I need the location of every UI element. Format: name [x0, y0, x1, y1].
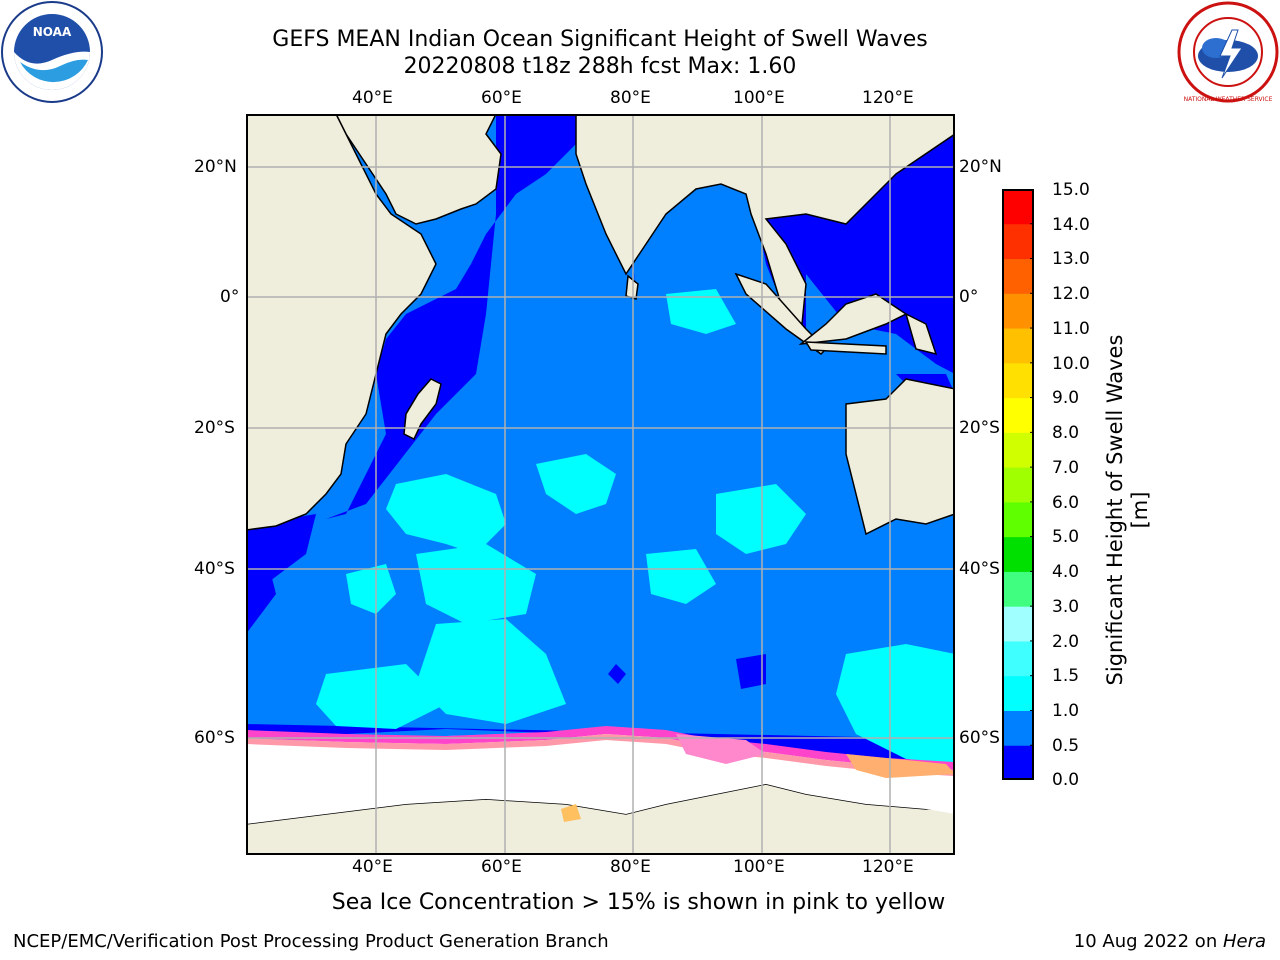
colorbar-band: [1002, 397, 1034, 433]
colorbar-tick: 8.0: [1052, 423, 1080, 443]
footer-machine: Hera: [1222, 931, 1266, 952]
map-panel: [246, 114, 955, 855]
lon-label-top: 60°E: [481, 88, 522, 108]
colorbar-band: [1002, 536, 1034, 572]
gridlines: [247, 115, 954, 854]
lon-label-bottom: 40°E: [352, 857, 393, 877]
colorbar-frame: [1002, 189, 1034, 780]
colorbar-tick: 1.5: [1052, 666, 1080, 686]
lon-label-top: 120°E: [862, 88, 914, 108]
colorbar-band: [1002, 501, 1034, 538]
colorbar-tick: 14.0: [1052, 215, 1090, 235]
colorbar-band: [1002, 710, 1034, 746]
chart-title: GEFS MEAN Indian Ocean Significant Heigh…: [272, 27, 928, 52]
nws-logo-text: NATIONAL WEATHER SERVICE: [1184, 96, 1273, 103]
footer-date-text: 10 Aug 2022 on: [1073, 931, 1223, 952]
footer-branch: NCEP/EMC/Verification Post Processing Pr…: [13, 931, 609, 952]
lat-label-right: 60°S: [959, 728, 1000, 748]
lon-label-top: 80°E: [610, 88, 651, 108]
colorbar-tick: 3.0: [1052, 597, 1080, 617]
colorbar-band: [1002, 189, 1034, 225]
sea-ice-note: Sea Ice Concentration > 15% is shown in …: [331, 890, 946, 915]
lat-label-left: 20°N: [194, 157, 237, 177]
colorbar-tick: 13.0: [1052, 249, 1090, 269]
lat-label-left: 40°S: [194, 559, 235, 579]
colorbar-band: [1002, 223, 1034, 260]
lat-label-left: 20°S: [194, 418, 235, 438]
colorbar-tick: 7.0: [1052, 458, 1080, 478]
colorbar-band: [1002, 258, 1034, 294]
colorbar-tick: 12.0: [1052, 284, 1090, 304]
colorbar-tick: 9.0: [1052, 388, 1080, 408]
colorbar-label: Significant Height of Swell Waves [m]: [1103, 334, 1152, 686]
colorbar-band: [1002, 432, 1034, 468]
lat-label-right: 0°: [959, 287, 979, 307]
higher-swell-regions: [316, 289, 954, 764]
colorbar-tick: 0.0: [1052, 770, 1080, 790]
noaa-logo-text: NOAA: [33, 25, 72, 39]
colorbar-tick: 2.0: [1052, 632, 1080, 652]
lon-label-top: 40°E: [352, 88, 393, 108]
colorbar-band: [1002, 745, 1034, 781]
colorbar-tick: 6.0: [1052, 493, 1080, 513]
lat-label-right: 40°S: [959, 559, 1000, 579]
colorbar-band: [1002, 606, 1034, 642]
colorbar-tick: 4.0: [1052, 562, 1080, 582]
map-frame: [246, 114, 955, 855]
noaa-logo: NOAA: [0, 0, 104, 104]
colorbar-tick: 5.0: [1052, 527, 1080, 547]
colorbar-tick: 0.5: [1052, 736, 1080, 756]
lat-label-left: 60°S: [194, 728, 235, 748]
colorbar-tick: 15.0: [1052, 180, 1090, 200]
colorbar-band: [1002, 362, 1034, 399]
colorbar-tick: 10.0: [1052, 354, 1090, 374]
chart-subtitle: 20220808 t18z 288h fcst Max: 1.60: [403, 54, 797, 79]
footer-date: 10 Aug 2022 on Hera: [1074, 931, 1266, 952]
lat-label-right: 20°S: [959, 418, 1000, 438]
colorbar-band: [1002, 467, 1034, 503]
lat-label-right: 20°N: [959, 157, 1002, 177]
lon-label-bottom: 100°E: [733, 857, 785, 877]
lon-label-bottom: 60°E: [481, 857, 522, 877]
sea-ice-edge: [247, 726, 954, 822]
nws-logo: NATIONAL WEATHER SERVICE: [1176, 0, 1280, 104]
colorbar-band: [1002, 571, 1034, 607]
colorbar-band: [1002, 640, 1034, 677]
colorbar-band: [1002, 675, 1034, 711]
colorbar-band: [1002, 293, 1034, 329]
colorbar: [1002, 188, 1034, 781]
lon-label-bottom: 80°E: [610, 857, 651, 877]
lon-label-top: 100°E: [733, 88, 785, 108]
lat-label-left: 0°: [220, 287, 240, 307]
colorbar-tick: 11.0: [1052, 319, 1090, 339]
land-masses: [247, 115, 954, 854]
colorbar-band: [1002, 328, 1034, 364]
lon-label-bottom: 120°E: [862, 857, 914, 877]
low-swell-regions: [247, 115, 954, 774]
colorbar-tick: 1.0: [1052, 701, 1080, 721]
